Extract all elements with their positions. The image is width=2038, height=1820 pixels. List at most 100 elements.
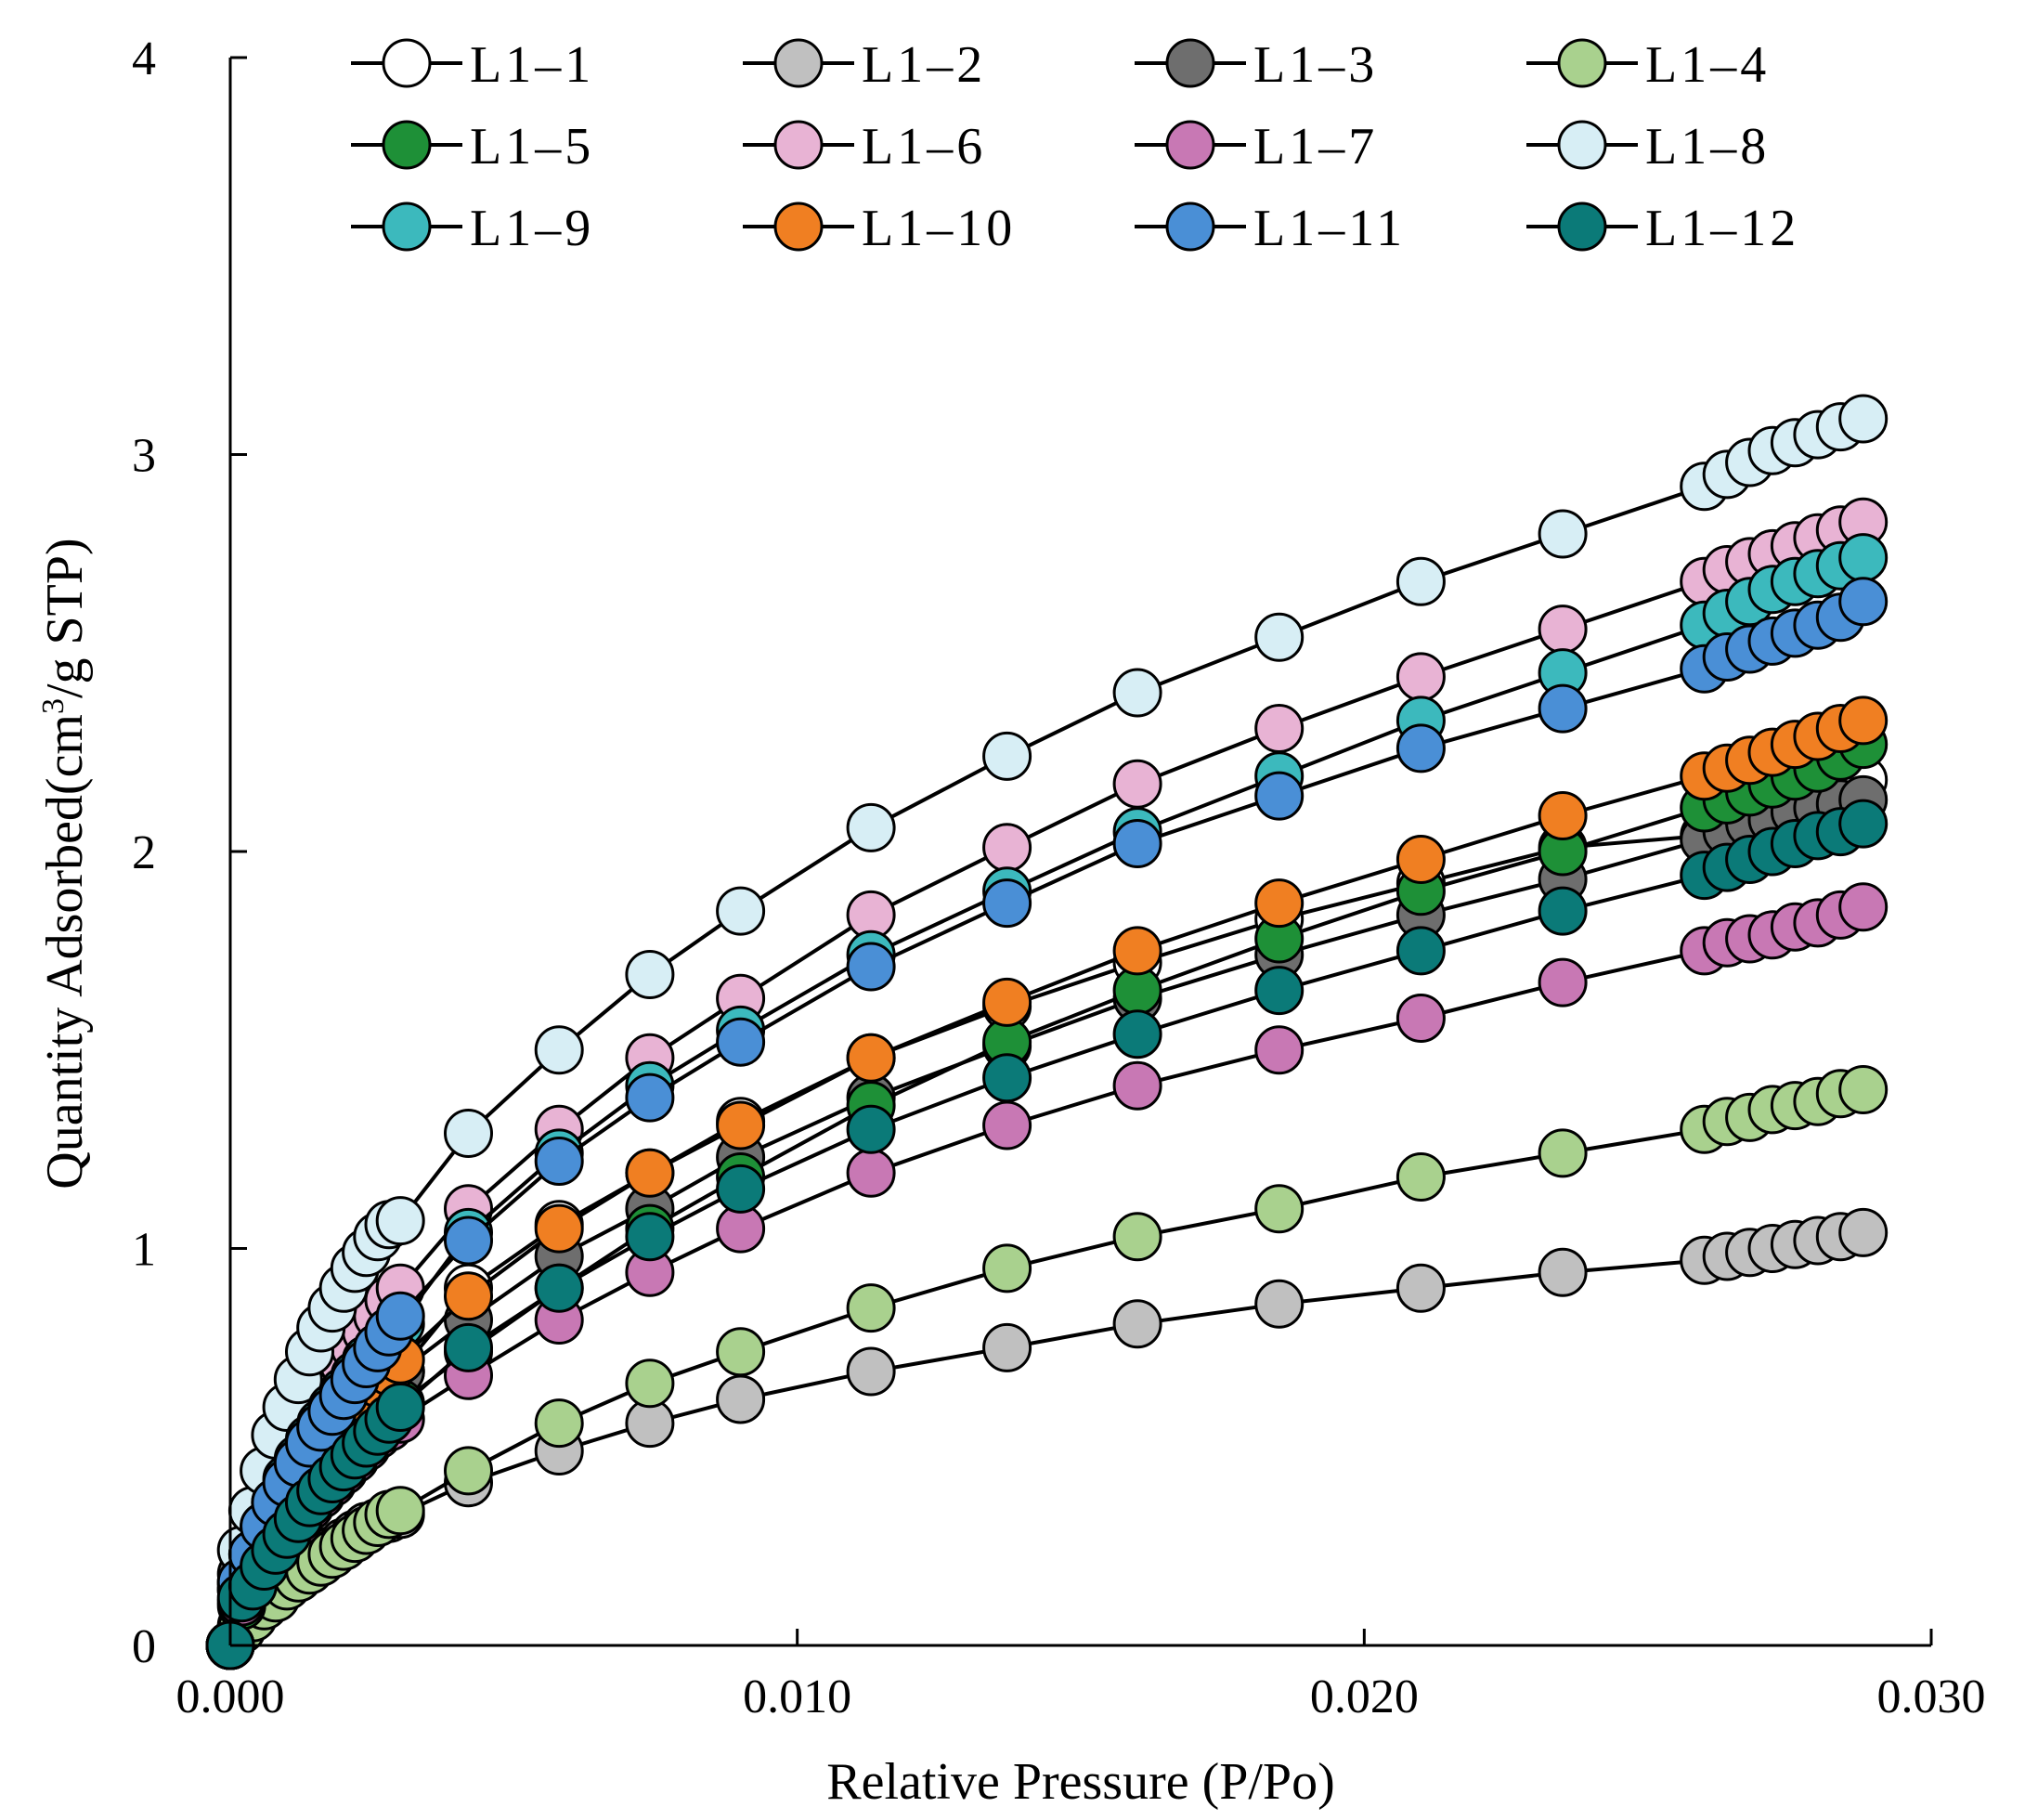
point-L1-8-18 <box>625 950 675 999</box>
legend-item-L1-8: L1–8 <box>1526 118 1770 176</box>
point-L1-8-21 <box>982 731 1032 781</box>
point-L1-12-22 <box>1112 1009 1162 1060</box>
point-L1-8-16 <box>444 1109 493 1158</box>
point-L1-2-25 <box>1538 1247 1588 1297</box>
legend-item-L1-7: L1–7 <box>1135 118 1378 176</box>
legend-marker-L1-4 <box>1557 38 1607 88</box>
point-L1-8-22 <box>1112 668 1162 718</box>
x-tick-label-1: 0.010 <box>743 1670 851 1723</box>
point-L1-2-33 <box>1838 1207 1889 1257</box>
legend-marker-L1-3 <box>1165 38 1215 88</box>
legend-marker-L1-7 <box>1165 120 1215 170</box>
legend-marker-L1-9 <box>382 202 432 252</box>
point-L1-2-20 <box>846 1346 896 1397</box>
point-L1-4-21 <box>982 1243 1032 1294</box>
legend-marker-L1-6 <box>773 120 824 170</box>
point-L1-11-23 <box>1254 771 1305 821</box>
point-L1-12-18 <box>625 1212 675 1262</box>
point-L1-2-19 <box>716 1374 766 1424</box>
point-L1-12-25 <box>1538 886 1588 936</box>
legend-marker-L1-8 <box>1557 120 1607 170</box>
point-L1-12-20 <box>846 1104 896 1154</box>
point-L1-2-24 <box>1395 1263 1446 1313</box>
point-L1-8-33 <box>1838 394 1889 444</box>
point-L1-8-17 <box>534 1025 584 1075</box>
point-L1-4-16 <box>444 1446 493 1496</box>
point-L1-4-20 <box>846 1283 896 1333</box>
legend-item-L1-3: L1–3 <box>1135 36 1374 94</box>
y-axis-title: Quantity Adsorbed(cm3/g STP) <box>36 538 94 1189</box>
point-L1-9-33 <box>1838 533 1889 583</box>
legend-label-L1-11: L1–11 <box>1253 200 1406 257</box>
point-L1-11-24 <box>1395 723 1446 774</box>
x-tick-label-0: 0.000 <box>176 1670 285 1723</box>
point-L1-11-17 <box>534 1137 584 1186</box>
point-L1-11-33 <box>1838 577 1889 627</box>
legend-label-L1-5: L1–5 <box>470 118 594 176</box>
y-tick-label-1: 1 <box>132 1224 156 1277</box>
point-L1-11-16 <box>444 1216 493 1266</box>
legend-label-L1-7: L1–7 <box>1253 118 1378 176</box>
point-L1-10-33 <box>1838 696 1889 746</box>
point-L1-4-33 <box>1838 1065 1889 1114</box>
point-L1-11-22 <box>1112 819 1162 868</box>
y-axis-title-main: Quantity Adsorbed(cm <box>36 714 94 1190</box>
legend-marker-L1-1 <box>382 38 432 88</box>
series-layer <box>205 394 1889 1670</box>
legend-item-L1-2: L1–2 <box>743 36 986 94</box>
series-L1-8 <box>205 394 1889 1670</box>
point-L1-12-24 <box>1395 926 1446 976</box>
point-L1-6-21 <box>982 823 1032 873</box>
x-axis-title: Relative Pressure (P/Po) <box>826 1753 1334 1811</box>
point-L1-10-20 <box>846 1033 896 1083</box>
point-L1-8-20 <box>846 802 896 852</box>
point-L1-10-17 <box>534 1203 584 1254</box>
point-L1-12-15 <box>375 1383 425 1432</box>
point-L1-8-25 <box>1538 509 1588 559</box>
series-L1-12 <box>205 799 1889 1670</box>
legend-item-L1-9: L1–9 <box>351 200 594 257</box>
point-L1-11-20 <box>846 942 896 992</box>
point-L1-8-19 <box>716 886 766 936</box>
legend-item-L1-6: L1–6 <box>743 118 986 176</box>
legend-label-L1-8: L1–8 <box>1645 118 1770 176</box>
point-L1-4-15 <box>375 1486 425 1536</box>
point-L1-10-16 <box>444 1271 493 1321</box>
y-tick-label-3: 3 <box>132 430 156 483</box>
point-L1-7-24 <box>1395 994 1446 1043</box>
legend-label-L1-12: L1–12 <box>1645 200 1799 257</box>
point-L1-12-16 <box>444 1322 493 1372</box>
y-axis-title-unit: /g STP) <box>36 538 94 698</box>
legend-label-L1-9: L1–9 <box>470 200 594 257</box>
point-L1-12-19 <box>716 1164 766 1214</box>
point-L1-11-25 <box>1538 683 1588 734</box>
point-L1-4-22 <box>1112 1212 1162 1262</box>
point-L1-7-22 <box>1112 1060 1162 1111</box>
legend-item-L1-10: L1–10 <box>743 200 1012 257</box>
y-tick-label-0: 0 <box>132 1620 156 1673</box>
point-L1-6-24 <box>1395 652 1446 702</box>
point-L1-10-24 <box>1395 835 1446 884</box>
point-L1-4-24 <box>1395 1152 1446 1202</box>
point-L1-10-23 <box>1254 878 1305 929</box>
point-L1-2-22 <box>1112 1299 1162 1349</box>
point-L1-4-25 <box>1538 1128 1588 1178</box>
point-L1-11-19 <box>716 1017 766 1067</box>
ticks-layer: 0.000 0.010 0.020 0.030 0 1 2 3 4 <box>132 32 1986 1723</box>
point-L1-7-23 <box>1254 1025 1305 1075</box>
legend-item-L1-11: L1–11 <box>1135 200 1406 257</box>
point-L1-7-25 <box>1538 957 1588 1008</box>
legend-label-L1-2: L1–2 <box>862 36 986 94</box>
y-tick-label-2: 2 <box>132 826 156 879</box>
legend-label-L1-6: L1–6 <box>862 118 986 176</box>
legend-marker-L1-12 <box>1557 202 1607 252</box>
point-L1-11-18 <box>625 1072 675 1123</box>
x-tick-label-2: 0.020 <box>1310 1670 1419 1723</box>
point-L1-10-19 <box>716 1100 766 1150</box>
legend-marker-L1-5 <box>382 120 432 170</box>
point-L1-7-20 <box>846 1148 896 1198</box>
x-tick-label-3: 0.030 <box>1877 1670 1986 1723</box>
legend-marker-L1-2 <box>773 38 824 88</box>
point-L1-4-19 <box>716 1327 766 1377</box>
